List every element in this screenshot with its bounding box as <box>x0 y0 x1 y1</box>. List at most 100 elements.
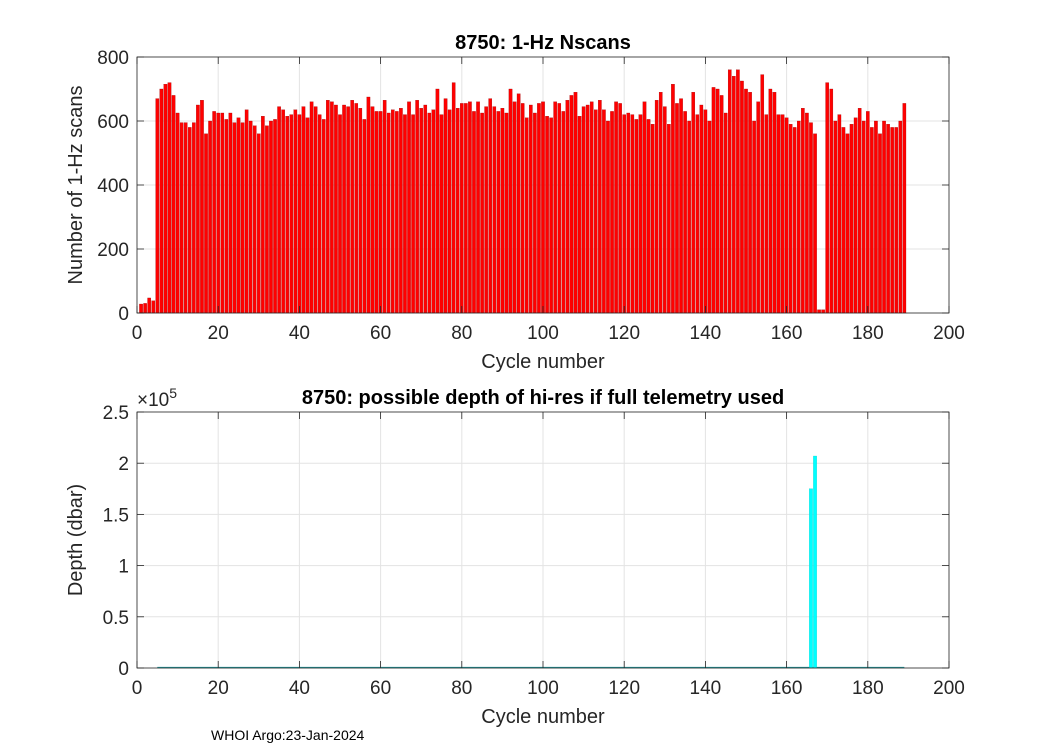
bar <box>776 114 781 314</box>
bar <box>723 112 728 314</box>
bar <box>902 103 907 314</box>
bar <box>175 112 180 314</box>
bar <box>139 303 143 314</box>
x-tick-label: 0 <box>132 323 143 344</box>
bar <box>732 76 736 314</box>
bar <box>334 104 338 314</box>
bar <box>752 120 756 314</box>
x-tick-label: 20 <box>208 323 229 344</box>
bar <box>455 108 460 314</box>
bar <box>890 127 894 314</box>
bar <box>614 101 618 314</box>
bar <box>577 116 582 314</box>
bar <box>378 111 383 314</box>
bar <box>833 120 838 314</box>
y-tick-label: 800 <box>97 48 129 69</box>
bar <box>711 87 716 314</box>
bar <box>163 84 168 314</box>
bar <box>756 101 760 314</box>
bar <box>399 108 403 314</box>
bar <box>484 106 488 314</box>
bar <box>244 109 249 314</box>
bar <box>431 109 436 314</box>
bar <box>143 303 147 314</box>
bar <box>305 117 310 314</box>
x-tick-label: 180 <box>852 678 884 699</box>
bar <box>338 114 342 314</box>
y-tick-label: 2.5 <box>103 403 129 424</box>
x-tick-label: 200 <box>933 323 965 344</box>
bar <box>447 109 452 314</box>
x-tick-label: 140 <box>690 323 722 344</box>
bar <box>809 488 813 669</box>
bar <box>362 119 367 314</box>
bar <box>764 114 769 314</box>
bar <box>744 88 748 314</box>
bar <box>317 114 322 314</box>
bar <box>878 133 882 314</box>
bar <box>870 127 874 314</box>
bar <box>524 117 529 314</box>
bar <box>533 112 537 314</box>
chart-title: 8750: possible depth of hi-res if full t… <box>302 387 784 409</box>
bar <box>240 122 245 314</box>
bar <box>703 109 708 314</box>
x-axis-label: Cycle number <box>481 351 605 373</box>
bar <box>687 120 691 314</box>
bar <box>768 88 773 314</box>
x-tick-label: 120 <box>608 323 640 344</box>
bar <box>472 111 476 314</box>
y-tick-label: 0.5 <box>103 608 129 629</box>
bar <box>188 127 192 314</box>
x-tick-label: 160 <box>771 678 803 699</box>
bar <box>788 124 793 314</box>
bar <box>192 122 196 314</box>
bar <box>232 122 237 314</box>
bar <box>882 120 886 314</box>
bar <box>285 116 290 314</box>
bar <box>606 120 610 314</box>
bar <box>183 122 188 314</box>
bar <box>792 127 797 314</box>
bar <box>464 103 468 314</box>
bar <box>366 96 371 314</box>
bar <box>395 111 399 314</box>
bar <box>155 98 160 314</box>
bar <box>618 103 622 314</box>
bar <box>845 133 850 314</box>
bar <box>370 106 375 314</box>
bar <box>622 114 626 314</box>
bar <box>821 309 825 314</box>
bar <box>813 455 817 669</box>
x-tick-label: 60 <box>370 678 391 699</box>
bar <box>374 111 379 314</box>
bar <box>171 95 176 314</box>
bar <box>569 95 574 314</box>
bar <box>650 124 655 314</box>
bar <box>784 117 789 314</box>
bar <box>736 69 740 314</box>
bar <box>460 103 464 314</box>
y-tick-label: 1 <box>118 557 129 578</box>
bar <box>346 106 350 314</box>
bar <box>602 109 606 314</box>
bar <box>350 100 354 314</box>
bar <box>342 104 346 314</box>
bar <box>663 106 667 314</box>
bar <box>658 92 663 314</box>
bar <box>179 122 184 314</box>
bar <box>654 100 659 314</box>
bar <box>748 92 752 314</box>
bar <box>468 101 472 314</box>
bar <box>541 101 545 314</box>
bar <box>886 124 890 314</box>
bar <box>281 109 285 314</box>
bar <box>224 119 229 314</box>
x-tick-label: 40 <box>289 678 310 699</box>
bar <box>866 111 870 314</box>
y-tick-label: 2 <box>118 454 129 475</box>
bar <box>277 106 281 314</box>
bar <box>634 119 639 314</box>
bar <box>797 120 801 314</box>
bar <box>520 103 525 314</box>
